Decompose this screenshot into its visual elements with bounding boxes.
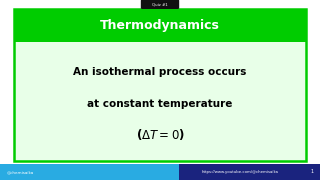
- Text: at constant temperature: at constant temperature: [87, 99, 233, 109]
- Text: https://www.youtube.com/@chemisaika: https://www.youtube.com/@chemisaika: [202, 170, 278, 174]
- Text: Thermodynamics: Thermodynamics: [100, 19, 220, 32]
- Text: ($\Delta T = 0$): ($\Delta T = 0$): [136, 127, 184, 143]
- FancyBboxPatch shape: [141, 0, 179, 9]
- FancyBboxPatch shape: [14, 9, 306, 42]
- Text: An isothermal process occurs: An isothermal process occurs: [73, 67, 247, 77]
- FancyBboxPatch shape: [179, 164, 320, 180]
- FancyBboxPatch shape: [14, 9, 306, 161]
- Text: @chemisaika: @chemisaika: [6, 170, 34, 174]
- FancyBboxPatch shape: [0, 164, 179, 180]
- Text: Quiz #1: Quiz #1: [152, 2, 168, 6]
- Text: 1: 1: [310, 169, 314, 174]
